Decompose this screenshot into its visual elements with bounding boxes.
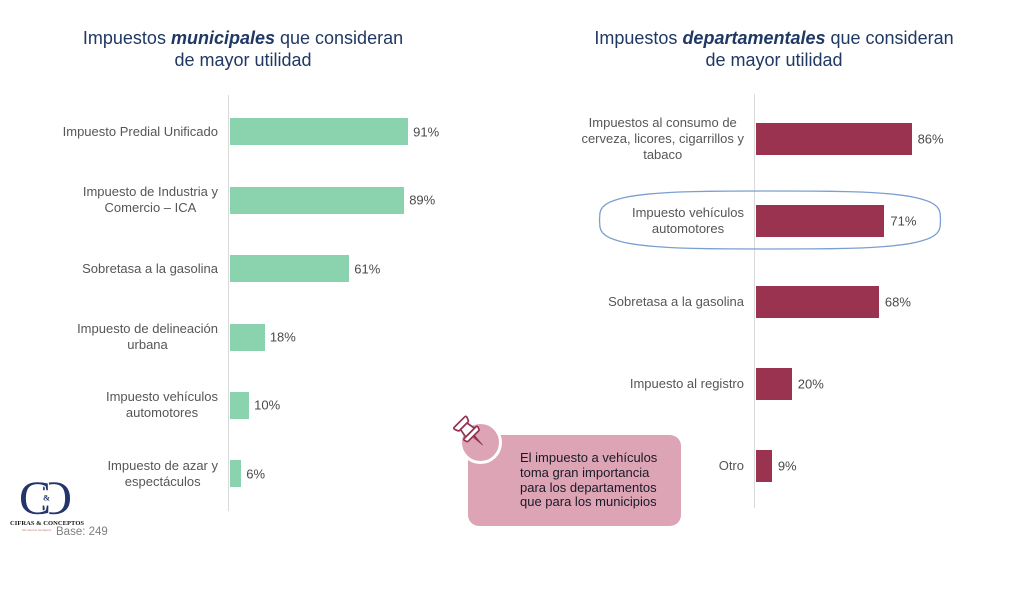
bar [229,255,350,283]
left-title-suffix: que consideran [275,28,404,48]
category-label: Sobretasa a la gasolina [82,260,218,276]
axis-line [754,94,755,508]
bar [229,391,250,419]
left-title-emphasis: municipales [170,28,275,48]
pushpin-icon [452,415,483,446]
value-label: 20% [797,376,824,392]
highlight-ellipse [598,190,942,250]
value-label: 6% [246,466,266,482]
category-label: Impuestos al consumo de cerveza, licores,… [581,114,744,162]
left-title-prefix: Impuestos [82,28,171,48]
bar [755,204,885,237]
category-label: Impuesto vehículos automotores [631,204,744,236]
bar [755,368,792,401]
callout-text: El impuesto a vehículos toma gran import… [520,449,658,510]
cifras-conceptos-logo: C C & CIFRAS & CONCEPTOS información int… [0,470,200,550]
left-chart-title: Impuestos municipales que consideran de … [0,27,486,71]
category-label: Impuesto vehículos automotores [105,389,218,421]
value-label: 18% [269,329,296,345]
right-chart-title: Impuestos departamentales que consideran… [531,27,1017,71]
bar [229,118,409,146]
category-label: Impuesto de delineación urbana [77,321,218,352]
logo-name: CIFRAS & CONCEPTOS [10,519,85,527]
logo-c-left: C [19,472,51,518]
value-label: 91% [413,124,440,140]
value-label: 89% [409,192,436,208]
bar [755,122,912,155]
value-label: 71% [890,213,917,228]
category-label: Otro [718,458,744,474]
axis-line [228,95,229,511]
category-label: Impuesto Predial Unificado [62,123,218,139]
value-label: 9% [777,458,797,474]
logo-c-right: C [40,472,72,518]
category-label: Impuesto de azar y espectáculos [107,457,218,489]
bar [755,450,772,483]
bar [755,286,879,319]
bar [229,186,405,214]
base-note: Base: 249 [56,526,108,538]
category-label: Sobretasa a la gasolina [608,294,744,310]
right-title-emphasis: departamentales [682,28,826,48]
right-title-prefix: Impuestos [594,28,683,48]
logo-ampersand: & [43,493,50,503]
category-label: Impuesto de Industria y Comercio – ICA [82,184,218,216]
callout-box: El impuesto a vehículos toma gran import… [468,435,681,526]
bar [229,460,242,488]
value-label: 68% [884,294,911,310]
right-title-line2: de mayor utilidad [705,50,843,70]
value-label: 61% [354,261,381,277]
logo-monogram-icon: C C & [18,471,72,518]
value-label: 10% [254,397,281,413]
category-label: Impuesto al registro [629,376,744,392]
logo-tagline: información inteligente [22,528,52,532]
right-title-suffix: que consideran [825,28,954,48]
left-title-line2: de mayor utilidad [174,50,312,70]
bar [229,323,265,351]
value-label: 86% [917,131,944,147]
